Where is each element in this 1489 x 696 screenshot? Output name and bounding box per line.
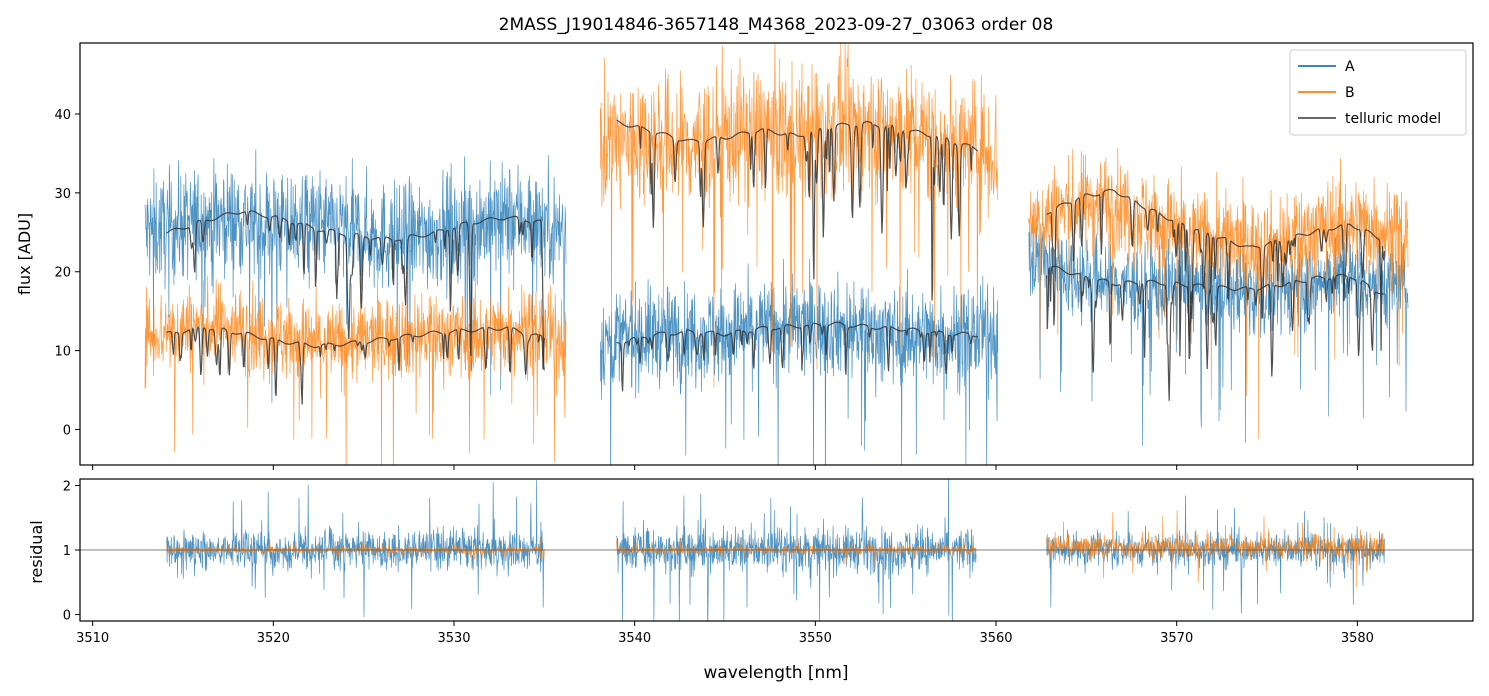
series-telluric-model-segment: [616, 119, 979, 301]
y-tick-label: 10: [54, 345, 71, 360]
main-panel: 0 10 20 30 40 flux [ADU] A B telluric model: [15, 42, 1474, 470]
legend-label-a: A: [1345, 59, 1355, 75]
main-x-ticks: [92, 465, 1358, 470]
y-tick-label: 1: [63, 544, 71, 559]
y-tick-label: 0: [63, 609, 71, 624]
x-tick-label: 3510: [76, 631, 109, 646]
main-y-axis-label: flux [ADU]: [15, 213, 34, 295]
series-b-segment: [144, 275, 567, 465]
series-a-segment: [144, 149, 567, 403]
main-y-ticks: 0 10 20 30 40: [54, 108, 80, 439]
series-telluric-model-segment: [1046, 188, 1386, 360]
chart-title: 2MASS_J19014846-3657148_M4368_2023-09-27…: [499, 15, 1054, 35]
residual-y-ticks: 0 1 2: [63, 479, 80, 624]
series-telluric-model-segment: [166, 210, 545, 371]
y-tick-label: 20: [54, 266, 71, 281]
x-tick-label: 3530: [437, 631, 470, 646]
series-telluric-model-segment: [166, 325, 545, 405]
residual-y-axis-label: residual: [27, 520, 46, 583]
residual-data-layer: [80, 479, 1473, 621]
residual-panel: 0 1 2 3510 3520 3530 3540 3550 3560 3570 3580 res…: [27, 478, 1474, 683]
x-tick-label: 3550: [799, 631, 832, 646]
x-tick-label: 3570: [1160, 631, 1193, 646]
series-b-segment: [1028, 147, 1409, 440]
legend-frame: [1289, 49, 1467, 136]
x-tick-label: 3580: [1341, 631, 1374, 646]
residual-series-a-segment: [166, 480, 545, 618]
legend: A B telluric model: [1289, 49, 1467, 136]
y-tick-label: 40: [54, 108, 71, 123]
x-axis-label: wavelength [nm]: [703, 663, 848, 683]
residual-series-b-segment: [616, 537, 977, 565]
residual-x-ticks: 3510 3520 3530 3540 3550 3560 3570 3580: [76, 621, 1374, 646]
x-tick-label: 3540: [618, 631, 651, 646]
main-axes-frame: [79, 42, 1474, 466]
x-tick-label: 3520: [257, 631, 290, 646]
series-telluric-model-segment: [1046, 265, 1385, 401]
legend-label-b: B: [1345, 85, 1355, 101]
y-tick-label: 2: [63, 479, 71, 494]
x-tick-label: 3560: [979, 631, 1012, 646]
legend-label-telluric: telluric model: [1345, 111, 1441, 127]
series-a-segment: [599, 258, 999, 465]
residual-series-b-segment: [1046, 510, 1385, 588]
y-tick-label: 30: [54, 187, 71, 202]
main-data-layer: [144, 43, 1409, 465]
series-telluric-model-segment: [616, 321, 979, 392]
y-tick-label: 0: [63, 424, 71, 439]
